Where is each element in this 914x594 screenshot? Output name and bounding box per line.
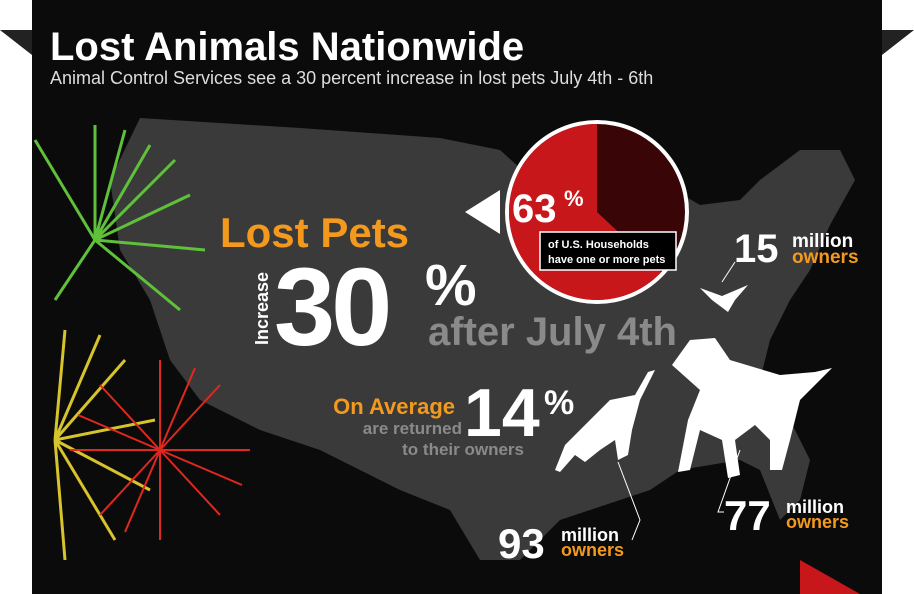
lost-pets-suffix: after July 4th — [428, 310, 677, 354]
dogs-label: owners — [786, 512, 849, 532]
returned-heading: On Average — [333, 394, 455, 419]
returned-number: 14 — [464, 375, 540, 451]
fireworks — [33, 125, 250, 561]
increase-label: Increase — [252, 272, 272, 345]
corner — [0, 30, 32, 55]
leader-line — [617, 461, 641, 541]
leader-line — [717, 449, 741, 513]
pie-unit: % — [564, 186, 584, 211]
leader-line — [721, 261, 736, 283]
corner-accent — [800, 560, 860, 594]
corner — [882, 30, 914, 55]
lost-pets-unit: % — [425, 253, 477, 318]
birds-number: 15 — [734, 227, 779, 271]
lost-pets-number: 30 — [274, 246, 388, 369]
lost-pets-heading: Lost Pets — [220, 209, 409, 256]
pointer — [465, 190, 500, 234]
returned-text: are returned — [363, 419, 462, 438]
birds-label: owners — [792, 247, 859, 268]
cats-scale: million — [561, 525, 619, 545]
dog — [672, 338, 832, 478]
subtitle: Animal Control Services see a 30 percent… — [50, 68, 653, 88]
caption-box — [539, 231, 677, 271]
firework-yellow — [53, 329, 156, 561]
pie-caption: have one or more pets — [548, 254, 665, 266]
dogs-number: 77 — [724, 492, 771, 539]
pie-caption: of U.S. Households — [548, 239, 649, 251]
firework-green — [33, 125, 206, 312]
returned-unit: % — [544, 384, 574, 422]
cats-label: owners — [561, 540, 624, 560]
title: Lost Animals Nationwide — [50, 25, 524, 69]
dogs-scale: million — [786, 497, 844, 517]
firework-red — [70, 360, 250, 540]
pie-value: 63 — [512, 187, 557, 231]
returned-text: to their owners — [402, 440, 524, 459]
cats-number: 93 — [498, 520, 545, 567]
eagle — [700, 285, 748, 312]
cat — [555, 370, 655, 472]
birds-scale: million — [792, 231, 853, 252]
